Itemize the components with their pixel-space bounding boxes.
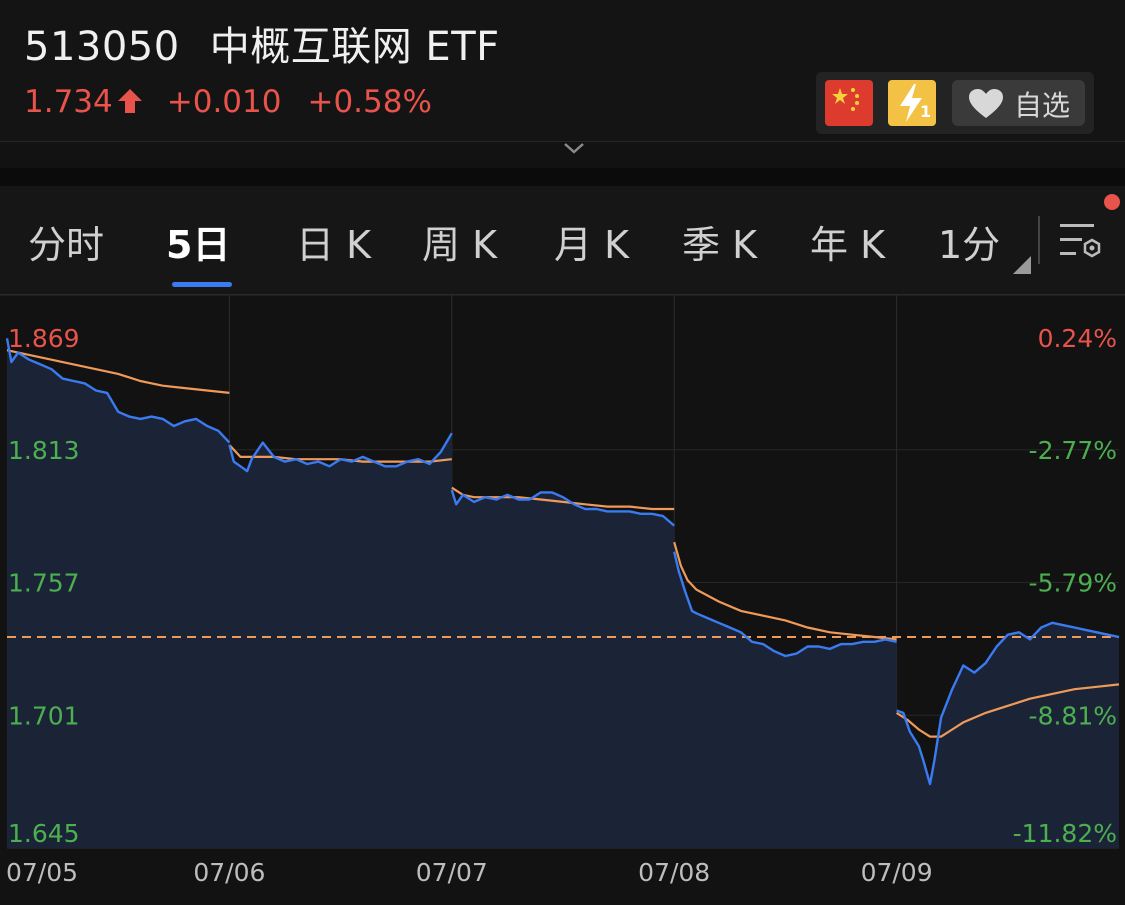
active-tab-indicator <box>172 282 232 287</box>
up-arrow-icon <box>117 89 142 113</box>
security-name: 中概互联网 ETF <box>209 24 500 70</box>
y-tick-label-right: 0.24% <box>1038 324 1117 353</box>
tab-daily-k[interactable]: 日 K <box>296 223 371 267</box>
y-tick-label-left: 1.869 <box>8 324 80 353</box>
average-line <box>451 486 675 511</box>
five-day-chart: 1.869 0.24% 1.813 -2.77% 1.757 -5.79% 1.701 -8.… <box>0 294 1125 901</box>
average-line <box>896 683 1120 738</box>
tab-separator <box>1038 216 1040 264</box>
x-day-label: 07/09 <box>861 858 933 887</box>
badge-group: 1 自选 <box>816 72 1094 134</box>
price-change-pct: +0.58% <box>307 84 432 120</box>
y-tick-label-left: 1.813 <box>8 436 80 465</box>
price-area <box>229 433 452 848</box>
price-line <box>228 432 453 473</box>
y-tick-label-right: -5.79% <box>1029 569 1117 598</box>
price-area <box>896 622 1119 848</box>
chart-settings-icon[interactable] <box>1056 218 1104 266</box>
quote-header: 513050 中概互联网 ETF 1.734 +0.010 +0.58% 1 自选 <box>0 0 1125 142</box>
average-line <box>673 541 897 641</box>
tab-5-day[interactable]: 5日 <box>166 223 231 267</box>
china-flag-icon[interactable] <box>825 80 873 126</box>
price-area <box>7 338 230 848</box>
tab-weekly-k[interactable]: 周 K <box>422 223 497 267</box>
chart-canvas[interactable]: 1.869 0.24% 1.813 -2.77% 1.757 -5.79% 1.701 -8.… <box>0 294 1125 901</box>
x-day-label: 07/05 <box>6 858 78 887</box>
y-tick-label-left: 1.645 <box>8 819 80 848</box>
last-price: 1.734 <box>24 84 113 120</box>
price-area <box>451 490 675 848</box>
price-row: 1.734 +0.010 +0.58% <box>24 84 458 120</box>
average-line <box>6 349 230 394</box>
tab-yearly-k[interactable]: 年 K <box>810 223 885 267</box>
y-tick-label-right: -11.82% <box>1013 819 1117 848</box>
x-day-label: 07/08 <box>638 858 710 887</box>
section-gap <box>0 168 1125 186</box>
y-tick-label-left: 1.757 <box>8 569 80 598</box>
chart-period-tabs: 分时 5日 日 K 周 K 月 K 季 K 年 K 1分 <box>0 186 1125 295</box>
y-tick-label-right: -8.81% <box>1029 701 1117 730</box>
lightning-level-number: 1 <box>920 102 932 121</box>
x-day-label: 07/07 <box>416 858 488 887</box>
lightning-level-icon[interactable]: 1 <box>888 80 936 126</box>
price-line <box>896 621 1120 786</box>
watchlist-label: 自选 <box>1014 89 1071 122</box>
tab-quarterly-k[interactable]: 季 K <box>682 223 757 267</box>
more-periods-triangle-icon[interactable] <box>1013 256 1031 274</box>
x-day-label: 07/06 <box>193 858 265 887</box>
price-change: +0.010 <box>166 84 282 120</box>
notification-dot <box>1104 194 1120 210</box>
y-tick-label-right: -2.77% <box>1029 436 1117 465</box>
security-title: 513050 中概互联网 ETF <box>24 14 500 72</box>
price-line <box>5 338 231 444</box>
price-area <box>674 551 897 848</box>
security-code: 513050 <box>24 24 180 70</box>
y-tick-label-left: 1.701 <box>8 701 80 730</box>
price-line <box>450 489 675 527</box>
collapse-chevron-icon[interactable] <box>562 140 586 160</box>
watchlist-button[interactable]: 自选 <box>952 80 1085 126</box>
tab-1-min[interactable]: 1分 <box>938 223 1001 267</box>
header-divider <box>0 141 1125 142</box>
heart-icon <box>969 89 1003 118</box>
tab-monthly-k[interactable]: 月 K <box>554 223 629 267</box>
tab-intraday[interactable]: 分时 <box>28 223 105 267</box>
price-line <box>673 551 897 658</box>
